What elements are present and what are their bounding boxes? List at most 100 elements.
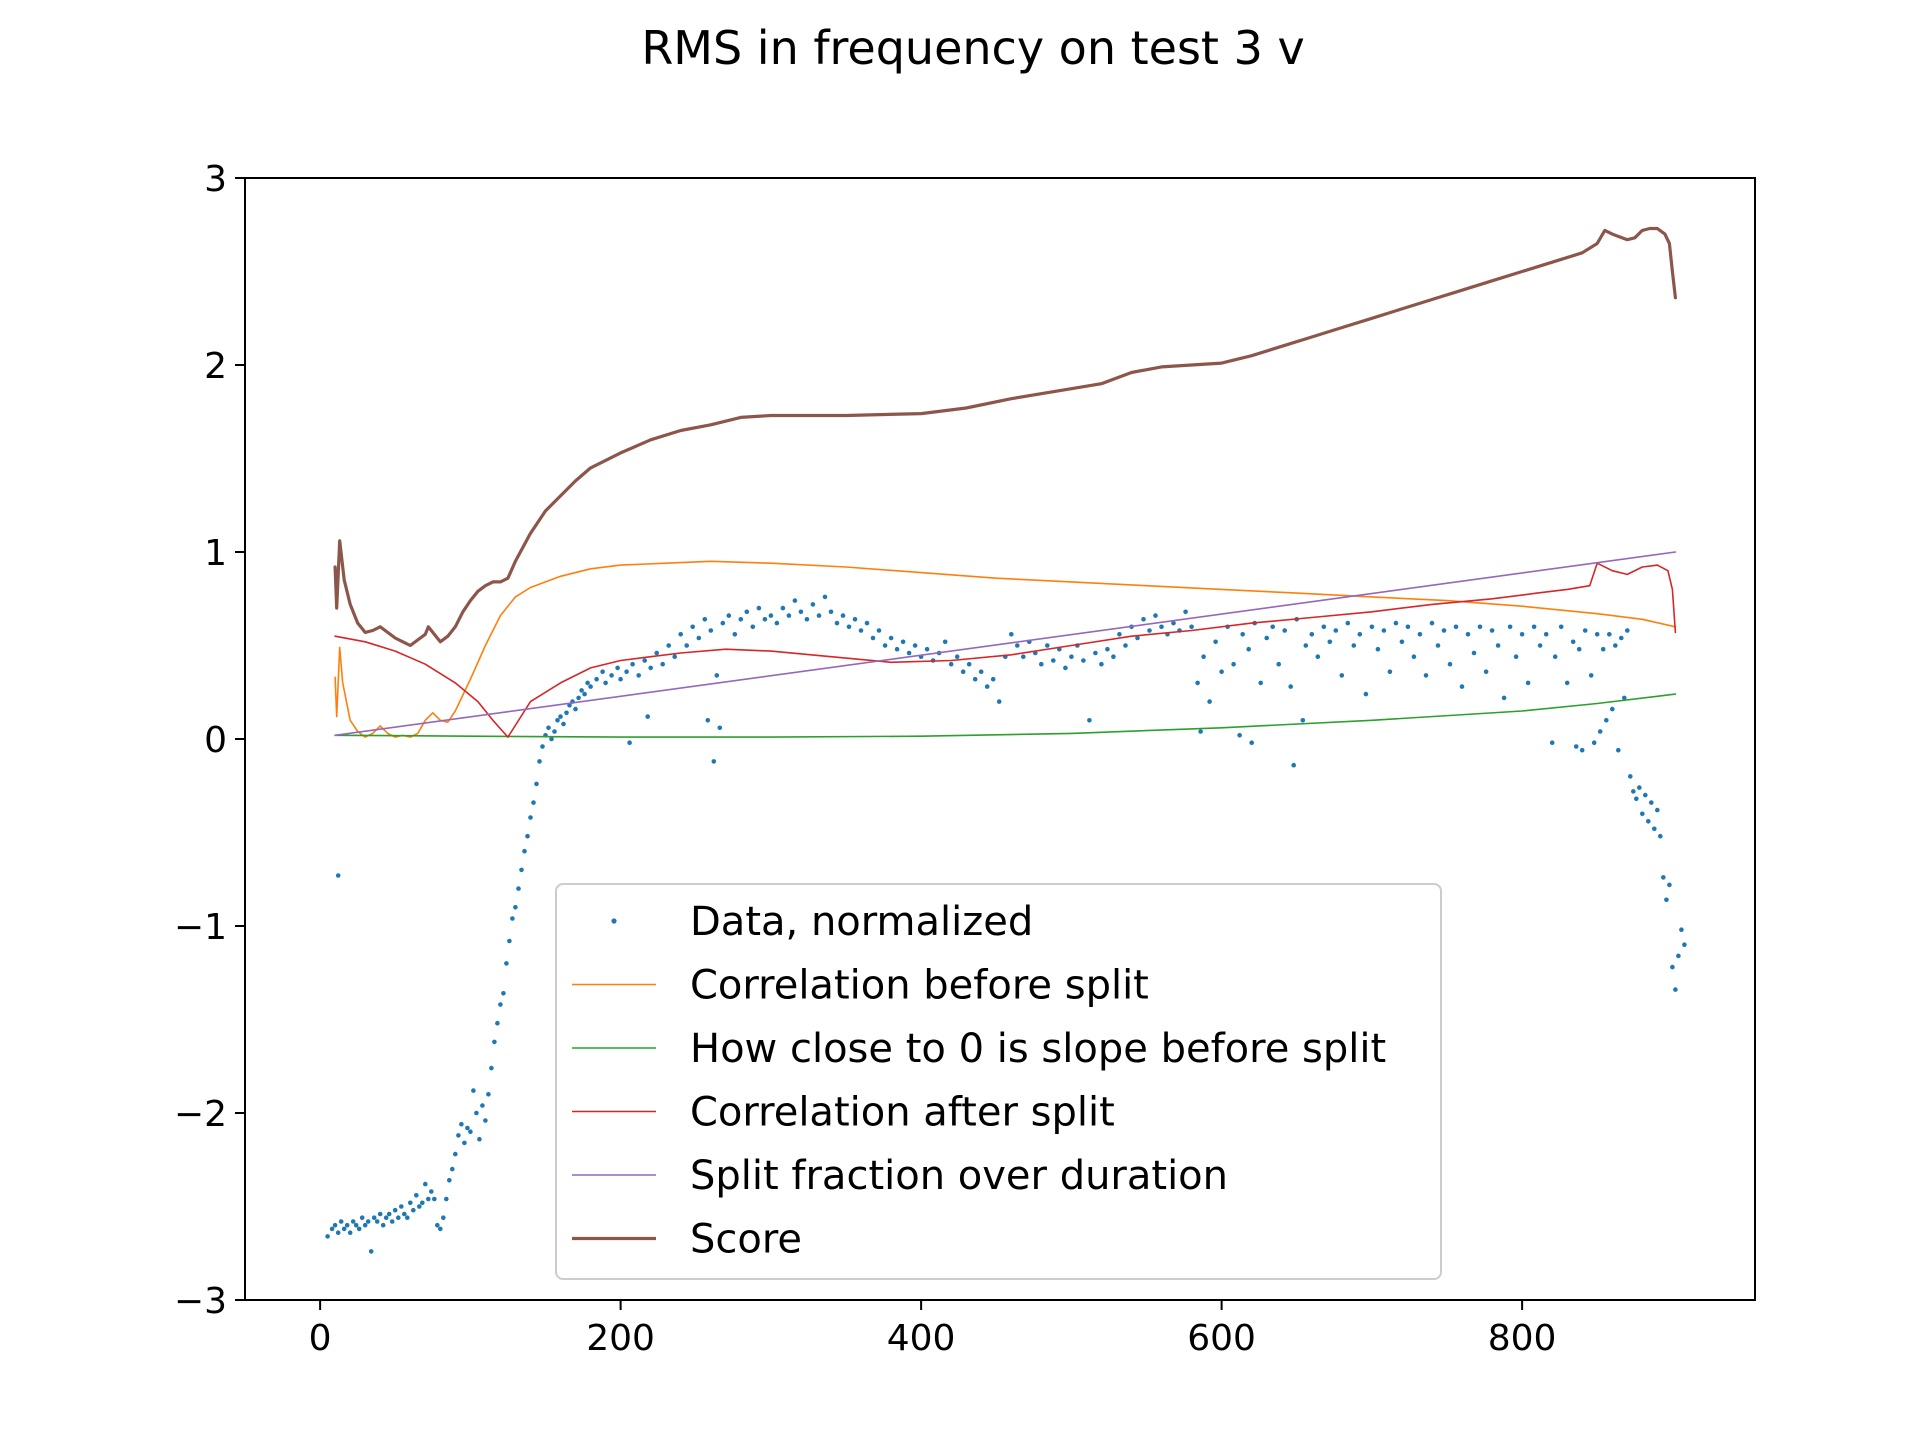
data-point xyxy=(516,886,521,891)
data-point xyxy=(852,617,858,622)
data-point xyxy=(1664,897,1669,903)
data-point xyxy=(1558,624,1564,630)
data-point xyxy=(1231,661,1236,667)
data-point xyxy=(1582,628,1588,633)
data-point xyxy=(1153,613,1158,618)
y-tick-label: −2 xyxy=(174,1094,227,1135)
data-point xyxy=(618,676,623,682)
data-point xyxy=(537,759,542,764)
data-point xyxy=(359,1215,365,1220)
data-point xyxy=(486,1092,491,1097)
data-point xyxy=(426,1196,431,1202)
data-point xyxy=(942,639,948,645)
data-point xyxy=(1429,620,1435,626)
data-point xyxy=(888,635,894,641)
data-point xyxy=(1537,643,1543,648)
data-point xyxy=(846,624,852,630)
data-point xyxy=(1333,628,1339,633)
data-point xyxy=(1507,624,1513,630)
y-tick-label: 3 xyxy=(204,159,227,200)
data-point xyxy=(420,1200,425,1206)
y-tick-label: −1 xyxy=(174,907,227,948)
data-point xyxy=(978,669,984,674)
data-point xyxy=(588,684,593,689)
data-point xyxy=(627,740,632,745)
data-point xyxy=(1679,927,1684,932)
data-point xyxy=(465,1125,470,1131)
data-point xyxy=(900,639,906,645)
data-point xyxy=(534,781,539,787)
data-point xyxy=(1198,729,1203,734)
data-point xyxy=(392,1207,398,1213)
data-point xyxy=(1375,646,1381,652)
legend-entry: How close to 0 is slope before split xyxy=(572,1026,1386,1072)
data-point xyxy=(840,613,846,618)
data-point xyxy=(549,736,554,742)
data-point xyxy=(365,1219,371,1224)
data-point xyxy=(1667,882,1672,888)
data-point xyxy=(1564,680,1570,686)
data-point xyxy=(1655,807,1660,813)
data-point xyxy=(1381,628,1387,633)
data-point xyxy=(1147,628,1152,633)
data-point xyxy=(1369,624,1375,630)
data-point xyxy=(1219,669,1224,674)
data-point xyxy=(1682,942,1687,947)
data-point xyxy=(489,1065,494,1071)
data-point xyxy=(510,916,515,921)
data-point xyxy=(1477,624,1483,630)
data-point xyxy=(1195,680,1200,686)
data-point xyxy=(636,673,641,678)
data-point xyxy=(564,710,569,716)
data-point xyxy=(383,1215,389,1220)
x-tick-label: 0 xyxy=(309,1318,332,1359)
data-point xyxy=(498,1002,503,1007)
data-point xyxy=(546,725,551,731)
data-point xyxy=(1183,609,1188,615)
data-point xyxy=(750,624,756,630)
data-point xyxy=(429,1189,434,1194)
data-point xyxy=(459,1121,464,1127)
data-point xyxy=(858,628,864,633)
data-point xyxy=(912,643,918,648)
data-point xyxy=(774,620,780,626)
data-point xyxy=(804,617,810,622)
data-point xyxy=(1607,632,1612,637)
data-point xyxy=(525,833,530,839)
data-point xyxy=(405,1215,410,1220)
data-point xyxy=(1387,669,1393,674)
data-point xyxy=(1552,654,1558,659)
data-point xyxy=(972,676,978,682)
data-point xyxy=(338,1219,344,1224)
data-point xyxy=(507,938,512,944)
legend-label: Correlation after split xyxy=(690,1090,1115,1136)
data-point xyxy=(561,721,566,727)
data-point xyxy=(558,714,563,719)
data-point xyxy=(495,1020,500,1026)
plot-area xyxy=(325,226,1687,1254)
data-point xyxy=(798,609,804,615)
series-line-split-fraction-over-duration xyxy=(334,551,1677,737)
data-point xyxy=(780,605,786,611)
data-point xyxy=(816,613,822,618)
data-point xyxy=(1213,639,1218,645)
data-point xyxy=(1579,747,1585,753)
y-tick-label: 1 xyxy=(204,533,227,574)
data-point xyxy=(1159,624,1164,630)
data-point xyxy=(1447,661,1453,667)
data-point xyxy=(672,654,677,659)
data-point xyxy=(362,1222,368,1228)
data-point xyxy=(1315,654,1321,659)
legend-entry: Split fraction over duration xyxy=(572,1153,1228,1199)
data-point xyxy=(1573,744,1579,749)
data-point xyxy=(386,1211,392,1217)
x-tick-label: 600 xyxy=(1187,1318,1256,1359)
legend-marker xyxy=(611,918,617,924)
data-point xyxy=(1628,774,1633,779)
data-point xyxy=(609,673,614,678)
data-point xyxy=(474,1110,479,1116)
legend-label: Correlation before split xyxy=(690,963,1149,1009)
data-point xyxy=(1270,624,1275,630)
data-point xyxy=(471,1088,476,1093)
data-point xyxy=(1631,789,1636,794)
